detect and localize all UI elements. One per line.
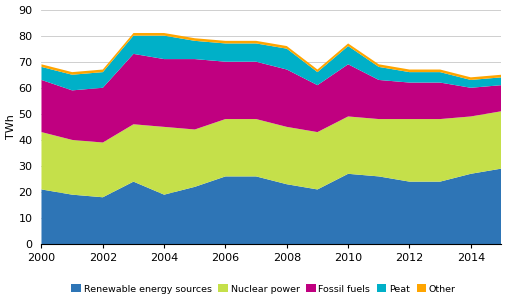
Legend: Renewable energy sources, Nuclear power, Fossil fuels, Peat, Other: Renewable energy sources, Nuclear power,… bbox=[67, 281, 460, 297]
Y-axis label: TWh: TWh bbox=[6, 114, 16, 139]
